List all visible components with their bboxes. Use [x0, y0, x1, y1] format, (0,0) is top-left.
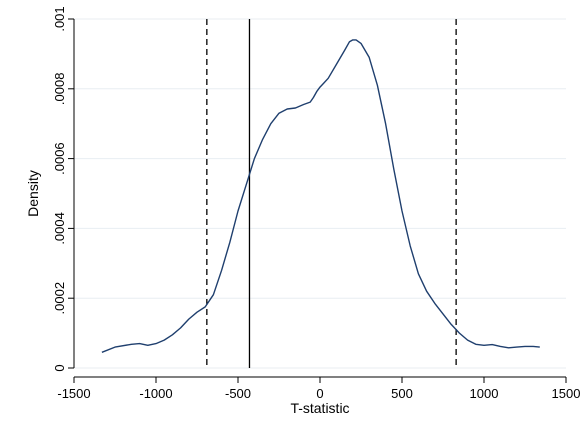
x-tick-label-2: -500	[225, 386, 251, 401]
gridlines	[74, 18, 566, 369]
y-axis-title: Density	[25, 170, 41, 217]
y-tick-label-2: .0004	[52, 212, 67, 245]
x-tick-label-0: -1500	[57, 386, 90, 401]
y-tick-label-1: .0002	[52, 282, 67, 315]
y-tick-label-0: 0	[52, 364, 67, 371]
y-tick-label-5: .001	[52, 6, 67, 31]
x-tick-label-1: -1000	[139, 386, 172, 401]
density-curve-0	[101, 39, 540, 353]
x-tick-label-5: 1000	[470, 386, 499, 401]
x-tick-label-6: 1500	[552, 386, 581, 401]
reference-lines	[206, 19, 457, 368]
series-lines	[101, 39, 540, 353]
axes: 0 .0002 .0004 .0006 .0008 .001 -1500 -1000 -500 0…	[52, 6, 580, 401]
y-tick-label-3: .0006	[52, 142, 67, 175]
x-tick-label-3: 0	[316, 386, 323, 401]
x-tick-label-4: 500	[391, 386, 413, 401]
x-axis-title: T-statistic	[290, 400, 349, 416]
y-tick-label-4: .0008	[52, 73, 67, 106]
